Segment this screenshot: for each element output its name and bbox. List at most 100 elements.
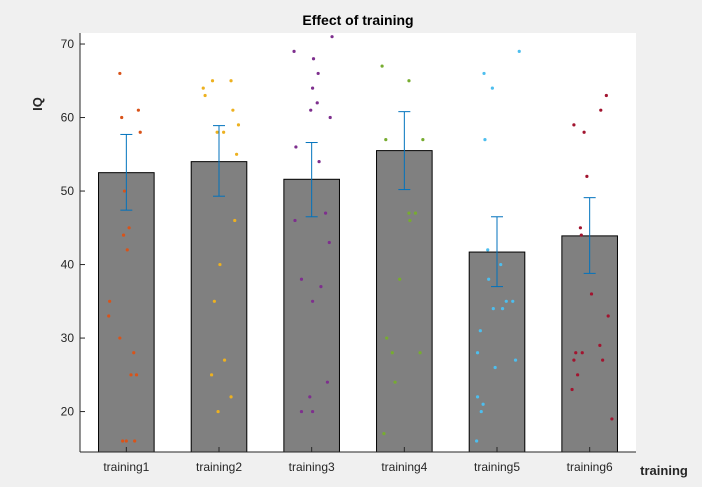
point-training4-4 xyxy=(407,211,411,215)
point-training3-16 xyxy=(325,380,330,384)
point-training6-7 xyxy=(589,292,594,296)
point-training3-5 xyxy=(315,101,319,105)
errorbar-training4 xyxy=(398,111,411,191)
point-training5-7 xyxy=(478,329,482,333)
point-training4-0 xyxy=(380,64,384,68)
point-training4-8 xyxy=(385,336,389,340)
point-training1-10 xyxy=(118,336,122,340)
errorbar-training1 xyxy=(120,133,133,211)
point-training3-15 xyxy=(310,299,315,303)
point-training1-13 xyxy=(134,373,139,377)
point-training1-8 xyxy=(108,299,112,303)
point-training2-15 xyxy=(216,409,220,414)
point-training5-16 xyxy=(481,402,485,406)
y-tick-label-40: 40 xyxy=(61,258,75,272)
point-training2-4 xyxy=(231,108,235,112)
point-training5-0 xyxy=(482,71,486,76)
point-training3-14 xyxy=(319,285,323,289)
point-training1-1 xyxy=(120,115,124,120)
point-training2-13 xyxy=(209,373,214,377)
point-training5-15 xyxy=(475,395,480,399)
y-tick-label-20: 20 xyxy=(61,405,75,419)
y-tick-label-30: 30 xyxy=(61,331,75,345)
point-training4-7 xyxy=(398,277,402,281)
point-training1-11 xyxy=(132,351,136,355)
point-training6-14 xyxy=(576,373,580,377)
point-training1-14 xyxy=(121,439,125,443)
point-training5-1 xyxy=(490,86,494,90)
point-training1-0 xyxy=(118,71,122,76)
point-training3-0 xyxy=(292,49,296,53)
x-tick-label-training3: training3 xyxy=(289,460,335,474)
point-training5-6 xyxy=(487,277,491,281)
x-axis-label: training xyxy=(640,463,688,478)
point-training6-5 xyxy=(578,226,583,230)
errorbars-layer xyxy=(120,111,596,288)
point-training6-15 xyxy=(570,387,574,392)
point-training2-10 xyxy=(218,262,222,267)
point-training5-12 xyxy=(475,351,480,355)
point-training1-4 xyxy=(122,189,127,193)
point-training5-2 xyxy=(517,49,521,53)
point-training4-2 xyxy=(384,137,388,142)
point-training5-18 xyxy=(475,439,479,443)
point-training4-10 xyxy=(418,351,422,355)
point-training5-3 xyxy=(483,137,487,142)
point-training4-5 xyxy=(413,211,418,215)
errorbar-training3 xyxy=(305,142,318,218)
point-training3-10 xyxy=(293,218,297,223)
point-training3-9 xyxy=(317,160,321,164)
points-layer xyxy=(107,35,614,443)
point-training6-2 xyxy=(599,108,603,112)
point-training3-1 xyxy=(330,35,334,39)
point-training3-7 xyxy=(309,108,313,112)
point-training2-5 xyxy=(215,130,219,134)
errorbar-training6 xyxy=(583,197,596,274)
point-training2-6 xyxy=(222,130,226,134)
point-training4-11 xyxy=(393,380,397,384)
point-training3-3 xyxy=(316,71,320,76)
x-tick-label-training2: training2 xyxy=(196,460,242,474)
point-training1-16 xyxy=(133,439,137,443)
point-training6-1 xyxy=(582,130,586,134)
point-training2-11 xyxy=(212,299,216,303)
axes-layer: 20 30 40 50 60 70 training1 training2 training3 t… xyxy=(61,33,636,474)
point-training2-0 xyxy=(201,86,205,90)
point-training5-13 xyxy=(513,358,518,362)
point-training2-8 xyxy=(235,152,239,156)
point-training6-9 xyxy=(598,343,602,348)
point-training2-7 xyxy=(236,123,241,127)
point-training3-17 xyxy=(308,395,312,399)
point-training3-19 xyxy=(310,409,315,414)
chart-title: Effect of training xyxy=(302,12,413,28)
point-training1-15 xyxy=(124,439,128,443)
x-tick-label-training1: training1 xyxy=(103,460,149,474)
x-tick-label-training4: training4 xyxy=(381,460,427,474)
point-training6-11 xyxy=(572,358,576,362)
plot-area xyxy=(80,33,636,452)
point-training6-10 xyxy=(574,351,578,355)
point-training4-12 xyxy=(382,432,386,436)
point-training3-2 xyxy=(311,57,316,61)
point-training1-7 xyxy=(125,248,129,252)
point-training3-8 xyxy=(294,145,298,149)
point-training5-9 xyxy=(500,307,505,311)
point-training2-14 xyxy=(229,395,233,399)
point-training1-2 xyxy=(136,108,140,112)
point-training6-8 xyxy=(606,314,610,318)
x-tick-label-training5: training5 xyxy=(474,460,520,474)
point-training1-9 xyxy=(107,314,111,318)
point-training4-3 xyxy=(421,137,425,142)
point-training6-3 xyxy=(604,93,608,98)
point-training1-3 xyxy=(138,130,142,134)
point-training3-11 xyxy=(323,211,328,215)
point-training3-13 xyxy=(299,277,304,281)
x-tick-label-training6: training6 xyxy=(567,460,613,474)
y-tick-label-70: 70 xyxy=(61,37,75,51)
y-axis-label: IQ xyxy=(30,97,45,111)
y-tick-label-60: 60 xyxy=(61,111,75,125)
point-training5-5 xyxy=(499,262,503,267)
errorbar-training2 xyxy=(213,125,225,197)
point-training6-13 xyxy=(601,358,605,362)
